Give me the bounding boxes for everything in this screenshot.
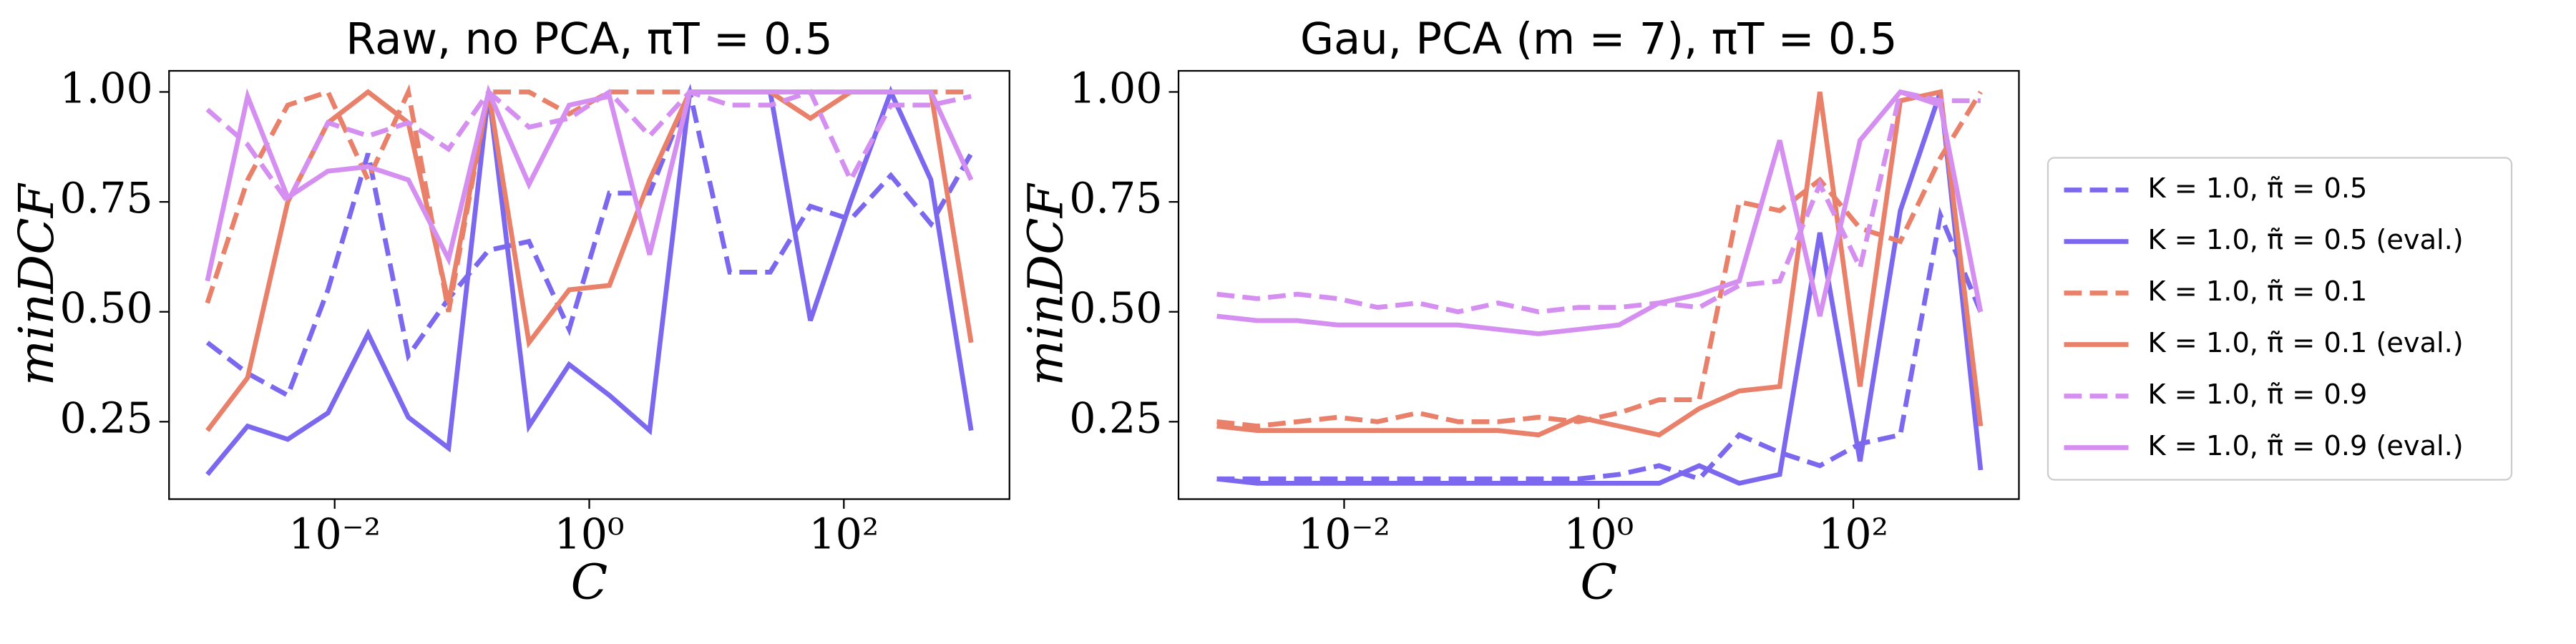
chart-title: Gau, PCA (m = 7), πT = 0.5	[1300, 14, 1898, 64]
series-line	[205, 89, 974, 432]
y-tick-label: 1.00	[59, 64, 152, 113]
legend-label: K = 1.0, π̃ = 0.1 (eval.)	[2148, 327, 2464, 359]
x-axis-label: C	[571, 554, 608, 610]
chart-title: Raw, no PCA, πT = 0.5	[346, 14, 832, 64]
series-line	[205, 84, 974, 282]
series-line	[1216, 89, 1984, 336]
x-axis-label: C	[1580, 554, 1617, 610]
series-line	[205, 88, 972, 207]
y-axis-label: minDCF	[1018, 182, 1074, 386]
y-tick-label: 1.00	[1069, 64, 1162, 113]
y-tick-label: 0.75	[1069, 174, 1162, 223]
plot-frame	[168, 69, 1010, 500]
x-tick-label: 10⁰	[555, 510, 625, 559]
y-tick-label: 0.50	[1069, 284, 1162, 333]
x-tick-label: 10⁻²	[288, 510, 381, 559]
plot-frame	[1177, 69, 2020, 500]
legend-label: K = 1.0, π̃ = 0.9 (eval.)	[2148, 430, 2464, 462]
x-tick-label: 10⁰	[1563, 510, 1634, 559]
y-axis-label: minDCF	[8, 182, 64, 386]
legend-label: K = 1.0, π̃ = 0.9	[2148, 379, 2368, 411]
legend-box	[2046, 157, 2513, 481]
legend-label: K = 1.0, π̃ = 0.5 (eval.)	[2148, 224, 2464, 256]
series-line	[1216, 91, 1984, 486]
x-tick-label: 10²	[809, 510, 879, 559]
series-line	[205, 85, 974, 477]
y-tick-label: 0.50	[59, 284, 152, 333]
series-line	[205, 84, 972, 313]
x-tick-label: 10⁻²	[1298, 510, 1390, 559]
series-line	[1216, 90, 1983, 429]
y-tick-label: 0.75	[59, 174, 152, 223]
series-line	[1216, 89, 1981, 315]
x-tick-label: 10²	[1818, 510, 1888, 559]
legend-label: K = 1.0, π̃ = 0.1	[2148, 275, 2368, 308]
y-tick-label: 0.25	[59, 394, 152, 442]
y-tick-label: 0.25	[1069, 394, 1162, 442]
series-line	[1216, 89, 1984, 438]
legend-label: K = 1.0, π̃ = 0.5	[2148, 172, 2368, 205]
